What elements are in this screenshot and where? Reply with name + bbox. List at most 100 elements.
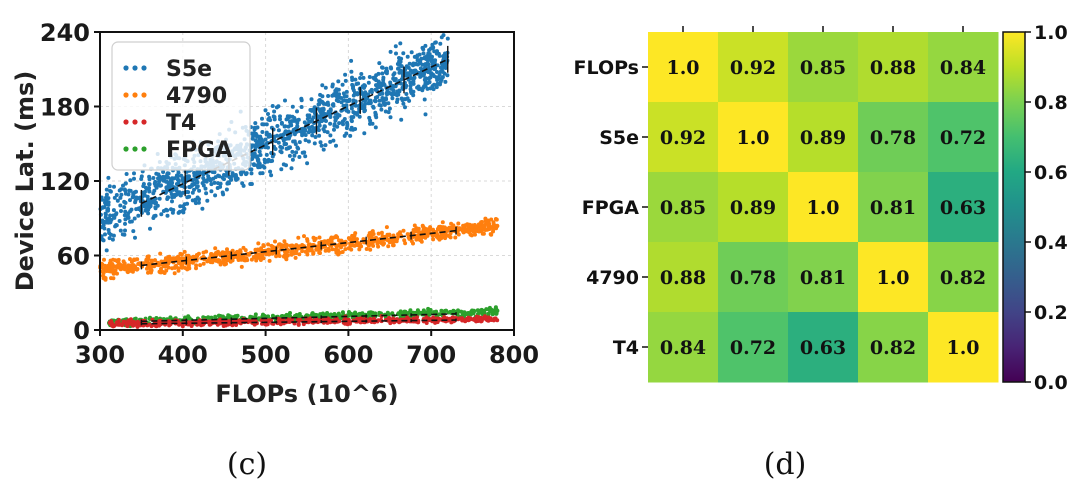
scatter-point [111,208,116,213]
scatter-point [484,307,489,312]
scatter-point [296,235,301,240]
scatter-point [456,232,461,237]
scatter-point [166,265,171,270]
scatter-point [172,194,177,199]
scatter-point [267,258,272,263]
scatter-point [234,174,239,179]
scatter-point [111,276,116,281]
heatmap-cell: 0.89 [788,102,859,173]
scatter-point [112,195,117,200]
scatter-point [104,187,109,192]
scatter-point [128,266,133,271]
y-tick-label: 120 [40,168,90,196]
scatter-point [396,319,401,324]
scatter-point [290,157,295,162]
scatter-point [193,197,198,202]
scatter-point [145,266,149,271]
scatter-point [206,174,211,179]
scatter-point [355,237,359,242]
scatter-point [291,129,295,134]
scatter-point [128,198,132,203]
scatter-point [388,49,393,54]
scatter-point [216,181,220,186]
scatter-point [139,177,144,181]
scatter-point [323,85,328,90]
scatter-point [424,315,429,320]
scatter-point [288,121,293,126]
scatter-point [318,251,322,256]
scatter-point [174,263,178,268]
scatter-point [126,192,131,197]
scatter-point [156,172,161,177]
scatter-point [317,133,322,138]
scatter-point [370,235,374,240]
scatter-point [275,133,280,138]
scatter-point [290,149,295,154]
legend-marker [141,92,147,98]
heatmap-row-label: FPGA [582,197,639,219]
scatter-point [273,239,277,244]
scatter-point [214,258,219,263]
scatter-point [118,195,123,200]
scatter-point [222,177,226,182]
scatter-point [415,315,419,320]
heatmap-cell: 0.78 [718,242,789,313]
scatter-point [213,246,218,251]
heatmap-cell-fill [928,32,999,103]
heatmap-cell: 0.78 [858,102,929,173]
scatter-point [319,143,324,148]
scatter-point [379,230,384,235]
scatter-point [398,68,403,73]
scatter-point [456,221,461,226]
scatter-point [418,74,423,79]
scatter-point [364,247,369,251]
scatter-point [422,84,427,89]
scatter-point [387,232,392,237]
heatmap-cell: 0.92 [718,32,789,103]
scatter-point [398,41,403,46]
scatter-point [269,318,274,323]
scatter-point [264,152,269,157]
scatter-point [192,181,197,186]
scatter-point [283,124,288,129]
scatter-point [285,116,290,121]
scatter-point [409,50,414,55]
scatter-point [434,85,439,90]
scatter-point [249,182,254,186]
heatmap-cell-label: 0.92 [730,57,776,79]
scatter-point [272,117,277,122]
scatter-point [305,237,310,242]
scatter-point [436,236,441,240]
scatter-point [113,258,118,263]
scatter-point [371,104,376,109]
scatter-point [136,213,141,218]
scatter-point [193,201,198,206]
scatter-point [297,155,302,159]
scatter-point [278,117,282,122]
scatter-point [101,273,105,278]
scatter-point [359,72,364,76]
scatter-point [313,135,318,139]
scatter-point [201,250,206,255]
scatter-point [293,255,298,260]
scatter-point [100,224,105,229]
scatter-point [246,251,251,256]
scatter-point [164,268,169,273]
scatter-point [131,229,136,234]
scatter-point [253,121,258,126]
scatter-point [178,193,183,198]
scatter-point [132,171,136,176]
legend-entry-S5e: S5e [123,57,212,82]
scatter-point [315,247,320,252]
heatmap-cell-fill [788,312,859,383]
scatter-point [106,196,111,201]
scatter-point [429,56,434,61]
scatter-point [329,239,334,244]
scatter-point [429,46,434,51]
scatter-point [374,115,379,120]
scatter-point [133,235,137,240]
heatmap-row-labels: FLOPs S5e FPGA 4790 T4 [574,57,648,359]
scatter-point [318,92,323,97]
scatter-point [351,115,356,119]
scatter-point [181,190,185,195]
